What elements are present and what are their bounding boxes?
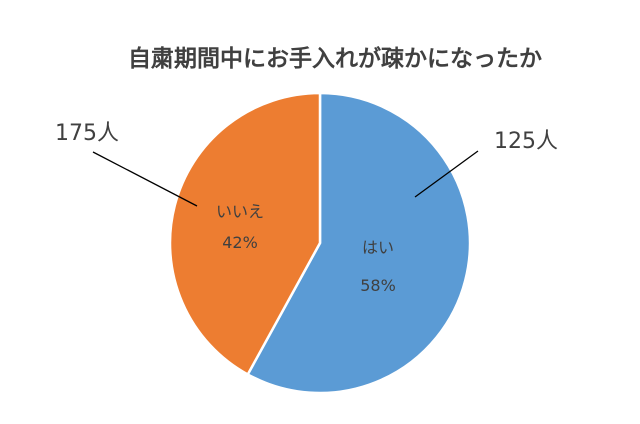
slice-percent-label-hai: 58% <box>360 276 396 295</box>
slice-percent-label-iie: 42% <box>222 233 258 252</box>
slice-category-label-iie: いいえ <box>216 202 264 221</box>
pie-slice-iie <box>168 91 322 377</box>
count-label-hai: 125人 <box>494 129 558 154</box>
slice-category-label-hai: はい <box>362 238 394 257</box>
chart-title: 自粛期間中にお手入れが疎かになったか <box>128 45 542 72</box>
pie-slice-hai <box>246 91 472 395</box>
leader-line-hai <box>414 150 479 198</box>
count-label-iie: 175人 <box>55 121 119 146</box>
leader-line-iie <box>92 151 198 207</box>
pie-slices <box>168 91 472 395</box>
